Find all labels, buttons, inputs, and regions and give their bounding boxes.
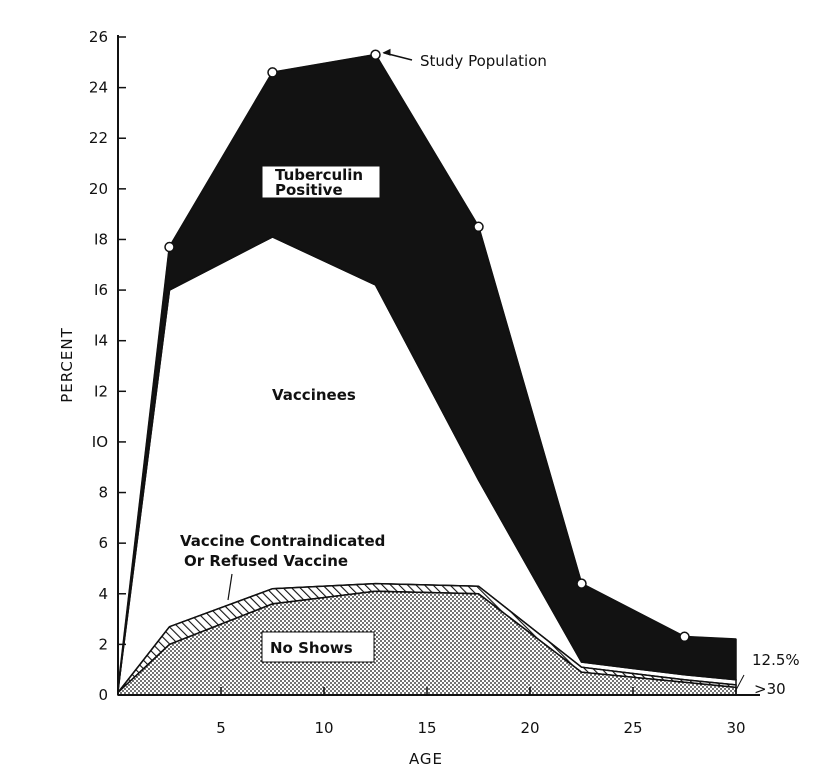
study-population-line xyxy=(117,53,737,691)
y-tick-label: I8 xyxy=(94,230,108,248)
markers-layer xyxy=(164,48,745,691)
study-population-point xyxy=(164,241,175,253)
y-axis-title: PERCENT xyxy=(58,327,76,403)
contraindicated-leader-line xyxy=(227,573,233,601)
tuberculin-label-line1: Tuberculin xyxy=(275,166,363,184)
age-over-30-label: >30 xyxy=(754,680,786,698)
x-tick-label: 10 xyxy=(314,719,333,737)
y-tick-label: 6 xyxy=(98,534,108,552)
tuberculin-label-box xyxy=(261,165,381,199)
no-shows-line xyxy=(117,590,737,693)
study-population-point xyxy=(267,67,278,78)
y-tick-label: 20 xyxy=(89,180,108,198)
y-tick-label: 4 xyxy=(98,585,108,603)
area-layer xyxy=(117,53,737,696)
x-tick-label: 20 xyxy=(520,719,539,737)
age-over-30-leader-line xyxy=(735,674,745,691)
study-population-arrowhead xyxy=(382,48,391,56)
y-tick-label: 22 xyxy=(89,129,108,147)
contraindicated-label-line2: Or Refused Vaccine xyxy=(184,552,348,570)
study-population-point xyxy=(370,49,381,60)
x-tick-label: 5 xyxy=(216,719,226,737)
study-population-point xyxy=(473,221,484,233)
x-tick-label: 25 xyxy=(623,719,642,737)
y-tick-label: 0 xyxy=(98,686,108,704)
contraindicated-label-line1: Vaccine Contraindicated xyxy=(180,532,385,550)
y-tick-label: I4 xyxy=(94,332,108,350)
x-axis-title: AGE xyxy=(409,750,443,768)
y-tick-label: I2 xyxy=(94,382,108,400)
x-tick-label: 15 xyxy=(417,719,436,737)
x-tick-label: 30 xyxy=(726,719,745,737)
tuberculin-positive-line xyxy=(117,236,737,690)
y-tick-label: I6 xyxy=(94,281,108,299)
study-population-point xyxy=(679,631,690,643)
tuberculin-label-line2: Positive xyxy=(275,181,343,199)
vaccinees-label: Vaccinees xyxy=(272,386,356,404)
y-tick-label: 8 xyxy=(98,484,108,502)
study-population-label: Study Population xyxy=(420,52,547,70)
y-tick-label: IO xyxy=(92,433,108,451)
percent-note-label: 12.5% xyxy=(752,651,800,669)
contraindicated-line xyxy=(117,582,737,693)
y-tick-label: 2 xyxy=(98,635,108,653)
study-population-point xyxy=(576,578,587,589)
y-tick-label: 26 xyxy=(89,28,108,46)
y-tick-label: 24 xyxy=(89,79,108,97)
no-shows-label: No Shows xyxy=(270,639,353,657)
no-shows-label-box xyxy=(261,631,375,663)
